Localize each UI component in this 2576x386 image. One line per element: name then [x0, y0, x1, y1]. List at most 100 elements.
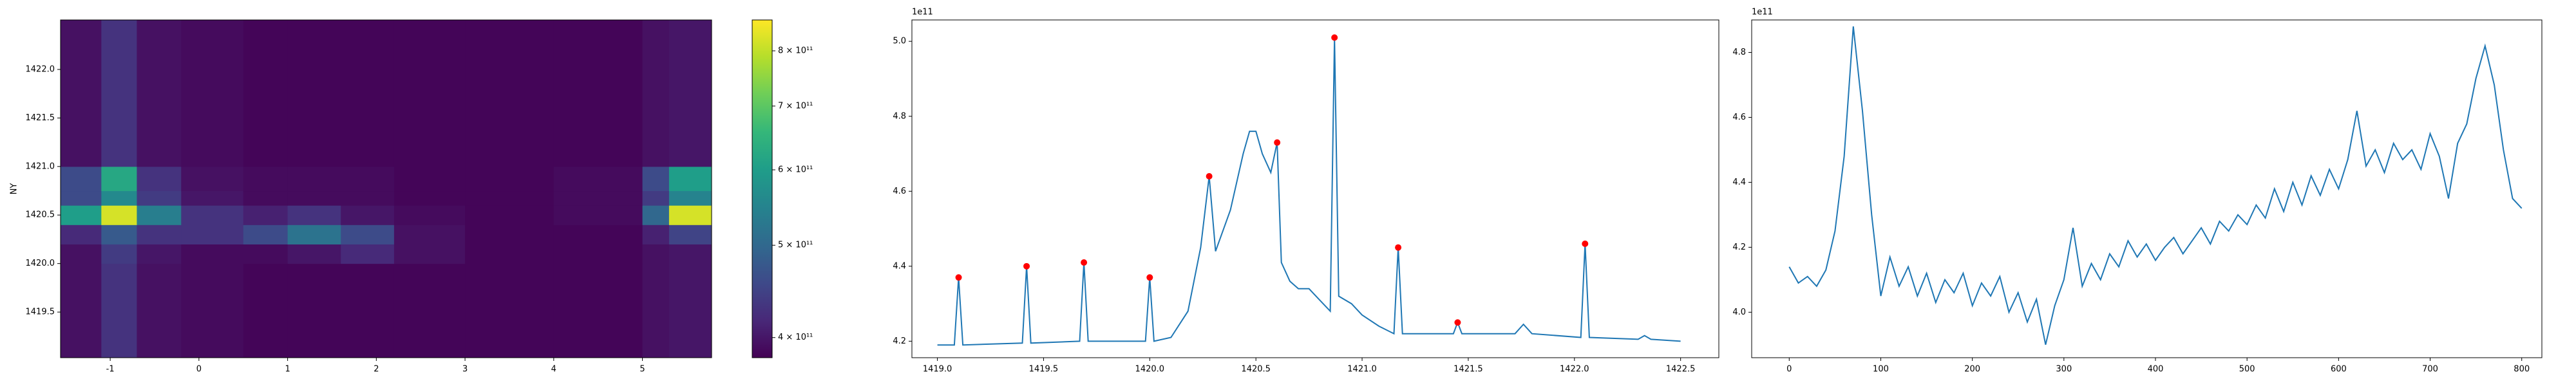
heatmap-cell — [243, 166, 289, 192]
y-tick-label: 4.8 — [1732, 48, 1746, 57]
heatmap-cell — [181, 244, 244, 264]
heatmap-cell — [393, 166, 466, 192]
heatmap-cell — [181, 190, 244, 206]
heatmap-cell — [61, 244, 102, 264]
heatmap-cell — [668, 263, 712, 358]
x-tick-label: 600 — [2331, 365, 2347, 374]
heatmap-cell — [137, 225, 182, 244]
peak-marker — [1023, 262, 1030, 270]
heatmap-cell — [465, 244, 554, 264]
heatmap-cell — [393, 225, 466, 244]
colorbar-tick-label: 7 × 10¹¹ — [778, 101, 813, 111]
heatmap-cell — [181, 166, 244, 192]
heatmap-cell — [465, 263, 554, 358]
line-series — [1788, 26, 2523, 345]
heatmap-cell — [243, 225, 289, 244]
heatmap-cell — [243, 205, 289, 225]
heatmap-cell — [181, 205, 244, 225]
heatmap-cell — [642, 263, 670, 358]
heatmap-cell — [341, 225, 395, 244]
colorbar-tick-label: 4 × 10¹¹ — [778, 333, 813, 342]
heatmap-cell — [553, 263, 643, 358]
colorbar-tick-label: 6 × 10¹¹ — [778, 165, 813, 174]
heatmap-cell — [553, 205, 643, 225]
heatmap-cell — [393, 205, 466, 225]
x-tick-label: 1420.5 — [1241, 365, 1271, 374]
heatmap-cell — [668, 20, 712, 167]
x-tick-label: 300 — [2056, 365, 2072, 374]
y-tick-label: 4.4 — [1732, 178, 1746, 187]
y-tick-label: 1422.0 — [26, 64, 55, 74]
heatmap-cell — [101, 225, 137, 244]
heatmap-cell — [341, 244, 395, 264]
x-tick-label: 1422.5 — [1666, 365, 1696, 374]
heatmap-cell — [553, 225, 643, 244]
heatmap-cell — [393, 263, 466, 358]
colorbar-tick-label: 5 × 10¹¹ — [778, 241, 813, 250]
heatmap-cell — [642, 166, 670, 192]
heatmap-cell — [137, 190, 182, 206]
x-tick-label: 400 — [2148, 365, 2164, 374]
colorbar — [752, 20, 772, 358]
heatmap-cell — [243, 190, 289, 206]
peak-marker — [1454, 319, 1461, 326]
y-tick-label: 4.6 — [1732, 113, 1746, 122]
x-tick-label: 500 — [2239, 365, 2255, 374]
peak-marker — [1331, 34, 1338, 41]
heatmap-cell — [393, 244, 466, 264]
heatmap-cell — [243, 263, 289, 358]
offset-label: 1e11 — [1752, 8, 1773, 17]
x-tick-label: 1421.5 — [1454, 365, 1483, 374]
heatmap-cell — [642, 205, 670, 225]
heatmap-cell — [668, 190, 712, 206]
x-tick-label: 0 — [196, 365, 202, 374]
offset-label: 1e11 — [912, 8, 933, 17]
y-tick-label: 5.0 — [893, 37, 906, 46]
heatmap-cell — [287, 225, 341, 244]
heatmap-cell — [243, 20, 289, 167]
y-tick-label: 1419.5 — [26, 308, 55, 317]
peak-marker — [1146, 274, 1153, 281]
peak-marker — [1395, 244, 1402, 251]
heatmap-cell — [61, 20, 102, 167]
heatmap-cell — [61, 225, 102, 244]
heatmap-cell — [101, 166, 137, 192]
heatmap-cell — [101, 244, 137, 264]
heatmap-cell — [553, 166, 643, 192]
heatmap-cell — [137, 20, 182, 167]
heatmap-cell — [61, 263, 102, 358]
heatmap-cell — [341, 20, 395, 167]
peak-marker — [1206, 172, 1213, 179]
heatmap-cell — [61, 166, 102, 192]
x-tick-label: 5 — [639, 365, 645, 374]
x-tick-label: -1 — [106, 365, 115, 374]
heatmap-cell — [341, 263, 395, 358]
y-tick-label: 1420.5 — [26, 210, 55, 220]
x-tick-label: 1419.5 — [1029, 365, 1059, 374]
heatmap-cell — [287, 20, 341, 167]
heatmap-cell — [668, 225, 712, 244]
x-tick-label: 4 — [551, 365, 556, 374]
axes-frame — [60, 19, 712, 358]
heatmap-cell — [393, 20, 466, 167]
y-tick-label: 4.2 — [1732, 243, 1746, 252]
x-tick-label: 2 — [374, 365, 379, 374]
y-tick-label: 4.0 — [1732, 308, 1746, 317]
x-tick-label: 1 — [285, 365, 290, 374]
y-tick-label: 1420.0 — [26, 259, 55, 268]
heatmap-cell — [465, 205, 554, 225]
peak-marker — [1274, 139, 1281, 146]
x-tick-label: 1420.0 — [1135, 365, 1165, 374]
x-tick-label: 1421.0 — [1347, 365, 1377, 374]
heatmap-cell — [137, 263, 182, 358]
x-tick-label: 1422.0 — [1560, 365, 1589, 374]
x-tick-label: 100 — [1873, 365, 1889, 374]
heatmap-cell — [137, 166, 182, 192]
heatmap-cell — [287, 166, 341, 192]
x-tick-label: 0 — [1786, 365, 1792, 374]
heatmap-cell — [243, 244, 289, 264]
heatmap-cell — [642, 225, 670, 244]
heatmap-cell — [101, 263, 137, 358]
x-tick-label: 800 — [2514, 365, 2530, 374]
